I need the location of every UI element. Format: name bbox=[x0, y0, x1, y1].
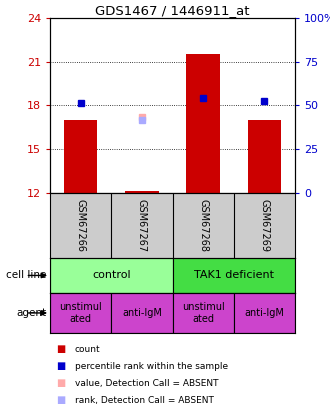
Text: control: control bbox=[92, 271, 131, 280]
Bar bbox=[50, 258, 173, 293]
Text: anti-IgM: anti-IgM bbox=[245, 308, 284, 318]
Text: GSM67267: GSM67267 bbox=[137, 199, 147, 252]
Bar bbox=[111, 293, 173, 333]
Text: count: count bbox=[75, 345, 100, 354]
Bar bbox=[186, 54, 220, 193]
Text: unstimul
ated: unstimul ated bbox=[59, 302, 102, 324]
Text: percentile rank within the sample: percentile rank within the sample bbox=[75, 362, 228, 371]
Bar bbox=[234, 293, 295, 333]
Text: TAK1 deficient: TAK1 deficient bbox=[194, 271, 274, 280]
Text: ■: ■ bbox=[57, 344, 66, 354]
Text: GSM67266: GSM67266 bbox=[76, 199, 85, 252]
Text: anti-IgM: anti-IgM bbox=[122, 308, 162, 318]
Title: GDS1467 / 1446911_at: GDS1467 / 1446911_at bbox=[95, 4, 250, 17]
Text: GSM67268: GSM67268 bbox=[198, 199, 208, 252]
Text: cell line: cell line bbox=[6, 271, 47, 280]
Text: ■: ■ bbox=[57, 378, 66, 388]
Bar bbox=[64, 120, 97, 193]
Bar bbox=[173, 293, 234, 333]
Text: GSM67269: GSM67269 bbox=[259, 199, 269, 252]
Bar bbox=[50, 293, 111, 333]
Text: value, Detection Call = ABSENT: value, Detection Call = ABSENT bbox=[75, 379, 218, 388]
Bar bbox=[173, 258, 295, 293]
Bar bbox=[125, 192, 159, 193]
Text: agent: agent bbox=[16, 308, 47, 318]
Text: unstimul
ated: unstimul ated bbox=[182, 302, 224, 324]
Bar bbox=[248, 120, 281, 193]
Text: ■: ■ bbox=[57, 361, 66, 371]
Text: ■: ■ bbox=[57, 395, 66, 405]
Text: rank, Detection Call = ABSENT: rank, Detection Call = ABSENT bbox=[75, 396, 214, 405]
